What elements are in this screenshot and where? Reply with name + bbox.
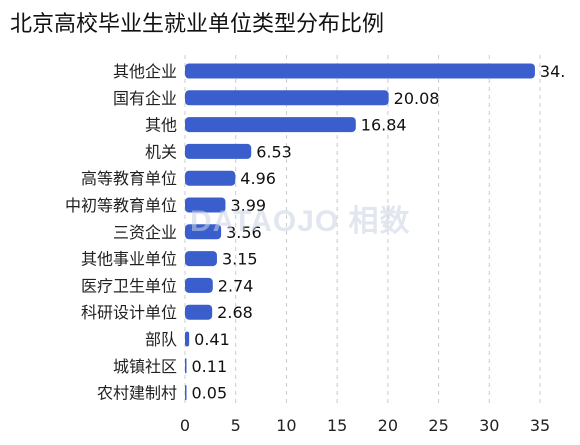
value-label-10: 0.41 — [194, 330, 230, 349]
x-tick-label-10: 10 — [276, 416, 296, 435]
category-label-4: 高等教育单位 — [81, 169, 177, 188]
category-label-11: 城镇社区 — [113, 357, 177, 376]
x-tick-label-30: 30 — [479, 416, 499, 435]
category-label-5: 中初等教育单位 — [65, 196, 177, 215]
bar-12 — [185, 385, 187, 401]
x-tick-label-35: 35 — [530, 416, 550, 435]
x-tick-label-25: 25 — [428, 416, 448, 435]
value-label-8: 2.74 — [218, 276, 254, 295]
bar-9 — [185, 304, 213, 320]
bar-2 — [185, 117, 356, 133]
bar-5 — [185, 197, 226, 213]
value-label-3: 6.53 — [256, 142, 292, 161]
bar-0 — [185, 63, 535, 79]
category-label-1: 国有企业 — [113, 89, 177, 108]
category-label-12: 农村建制村 — [97, 384, 177, 403]
bar-7 — [185, 251, 217, 267]
bar-3 — [185, 143, 252, 159]
x-tick-label-20: 20 — [378, 416, 398, 435]
category-label-2: 其他 — [145, 116, 177, 135]
x-tick-label-0: 0 — [180, 416, 190, 435]
value-label-9: 2.68 — [217, 303, 253, 322]
bar-10 — [185, 331, 190, 347]
value-label-7: 3.15 — [222, 250, 258, 269]
value-label-4: 4.96 — [240, 169, 276, 188]
bar-1 — [185, 90, 389, 106]
category-label-8: 医疗卫生单位 — [81, 276, 177, 295]
x-tick-label-5: 5 — [231, 416, 241, 435]
bar-4 — [185, 170, 236, 186]
value-label-2: 16.84 — [361, 116, 407, 135]
category-label-6: 三资企业 — [113, 223, 177, 242]
bar-11 — [185, 358, 187, 374]
category-label-0: 其他企业 — [113, 62, 177, 81]
bar-6 — [185, 224, 222, 240]
x-tick-label-15: 15 — [327, 416, 347, 435]
value-label-6: 3.56 — [226, 223, 262, 242]
category-label-9: 科研设计单位 — [81, 303, 177, 322]
category-label-3: 机关 — [145, 142, 177, 161]
category-label-10: 部队 — [145, 330, 177, 349]
category-label-7: 其他事业单位 — [81, 250, 177, 269]
value-label-0: 34. — [540, 62, 565, 81]
value-label-11: 0.11 — [192, 357, 228, 376]
value-label-12: 0.05 — [192, 384, 228, 403]
value-label-5: 3.99 — [230, 196, 266, 215]
value-label-1: 20.08 — [394, 89, 440, 108]
bar-8 — [185, 277, 213, 293]
chart-title: 北京高校毕业生就业单位类型分布比例 — [10, 12, 385, 37]
